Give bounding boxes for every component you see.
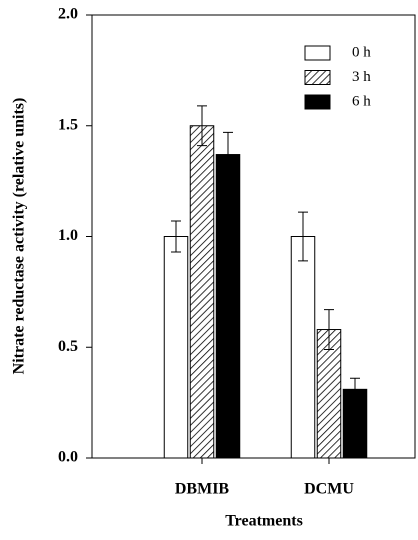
error-bar — [324, 309, 334, 350]
y-tick-label: 1.0 — [58, 227, 78, 244]
legend-swatch — [304, 45, 331, 61]
legend-swatch — [304, 70, 331, 85]
y-axis-label: Nitrate reductase activity (relative uni… — [11, 98, 28, 375]
y-tick-label: 0.0 — [58, 449, 78, 466]
x-tick-label: DCMU — [304, 481, 354, 498]
bar — [163, 236, 189, 459]
error-bar — [223, 131, 233, 178]
legend-label: 6 h — [352, 93, 371, 109]
error-bar — [298, 211, 308, 262]
y-tick-label: 1.5 — [58, 116, 78, 133]
y-tick-label: 2.0 — [58, 6, 78, 23]
error-bar — [197, 105, 207, 147]
bar — [290, 236, 316, 459]
y-tick-label: 0.5 — [58, 338, 78, 355]
x-tick-label: DBMIB — [175, 481, 230, 498]
bar — [189, 125, 215, 459]
error-bar — [171, 220, 181, 253]
legend-label: 0 h — [352, 44, 371, 60]
legend-swatch — [304, 94, 331, 110]
x-axis-label: Treatments — [225, 513, 303, 530]
legend-label: 3 h — [352, 69, 371, 85]
error-bar — [350, 377, 360, 401]
bar — [215, 154, 241, 459]
